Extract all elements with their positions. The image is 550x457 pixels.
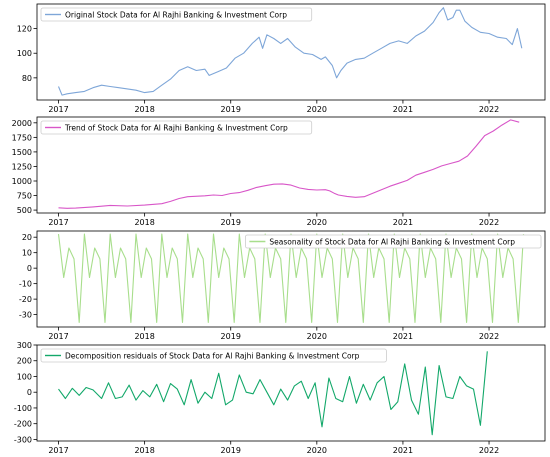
y-tick-label: 300 bbox=[17, 341, 32, 350]
x-tick-label: 2019 bbox=[221, 332, 241, 341]
y-tick-label: 10 bbox=[22, 249, 32, 258]
y-tick-label: -30 bbox=[19, 311, 32, 320]
legend-box bbox=[40, 7, 313, 22]
x-tick-label: 2019 bbox=[221, 218, 241, 227]
legend-box bbox=[244, 234, 542, 249]
y-tick-label: 750 bbox=[17, 192, 32, 201]
y-tick-label: 120 bbox=[17, 25, 32, 34]
x-tick-label: 2017 bbox=[48, 332, 68, 341]
y-tick-label: 100 bbox=[17, 49, 32, 58]
y-tick-label: -20 bbox=[19, 295, 32, 304]
axes-frame bbox=[36, 116, 546, 214]
x-tick-label: 2021 bbox=[393, 218, 413, 227]
legend-label: Trend of Stock Data for Al Rajhi Banking… bbox=[64, 123, 288, 132]
y-tick-label: 200 bbox=[17, 357, 32, 366]
x-tick-label: 2020 bbox=[307, 105, 327, 114]
y-tick-label: 1500 bbox=[12, 148, 32, 157]
x-tick-label: 2017 bbox=[48, 105, 68, 114]
y-tick-label: -100 bbox=[14, 404, 32, 413]
x-tick-label: 2021 bbox=[393, 105, 413, 114]
y-tick-label: 2000 bbox=[12, 119, 32, 128]
series-line-4 bbox=[58, 351, 488, 436]
subplot-1: 2017 2018 2019 2020 2021 2022 80 100 120 Original… bbox=[17, 3, 546, 114]
x-tick-label: 2019 bbox=[221, 105, 241, 114]
x-tick-label: 2020 bbox=[307, 332, 327, 341]
y-tick-label: -300 bbox=[14, 435, 32, 444]
legend-box bbox=[40, 120, 313, 135]
x-tick-label: 2020 bbox=[307, 218, 327, 227]
x-tick-label: 2021 bbox=[393, 446, 413, 455]
axes-frame bbox=[36, 344, 546, 442]
series-line-2 bbox=[58, 119, 520, 209]
x-tick-label: 2022 bbox=[479, 218, 499, 227]
x-tick-label: 2017 bbox=[48, 218, 68, 227]
x-tick-label: 2020 bbox=[307, 446, 327, 455]
x-tick-label: 2018 bbox=[134, 446, 154, 455]
x-tick-label: 2017 bbox=[48, 446, 68, 455]
y-tick-label: -10 bbox=[19, 280, 32, 289]
x-tick-label: 2018 bbox=[134, 105, 154, 114]
series-line-3 bbox=[57, 233, 525, 323]
legend-label: Seasonality of Stock Data for Al Rajhi B… bbox=[269, 237, 515, 246]
x-tick-label: 2018 bbox=[134, 218, 154, 227]
subplot-3: 2017 2018 2019 2020 2021 2022 20 10 0 -10 -20 -30 Se… bbox=[19, 230, 546, 341]
subplot-4: 2017 2018 2019 2020 2021 2022 300 200 100 0 -100 -2… bbox=[14, 341, 546, 455]
legend-label: Original Stock Data for Al Rajhi Banking… bbox=[65, 10, 287, 19]
subplot-2: 2017 2018 2019 2020 2021 2022 500 750 1000 1250 15… bbox=[12, 116, 546, 227]
x-tick-label: 2019 bbox=[221, 446, 241, 455]
y-tick-label: 1750 bbox=[12, 133, 32, 142]
y-tick-label: 20 bbox=[22, 233, 32, 242]
x-tick-label: 2018 bbox=[134, 332, 154, 341]
series-line-1 bbox=[57, 7, 523, 96]
y-tick-label: 0 bbox=[27, 388, 32, 397]
x-tick-label: 2021 bbox=[393, 332, 413, 341]
y-tick-label: 1000 bbox=[12, 177, 32, 186]
y-tick-label: 0 bbox=[27, 264, 32, 273]
x-tick-label: 2022 bbox=[479, 446, 499, 455]
y-tick-label: 80 bbox=[22, 74, 32, 83]
x-tick-label: 2022 bbox=[479, 332, 499, 341]
y-tick-label: 100 bbox=[17, 372, 32, 381]
x-tick-label: 2022 bbox=[479, 105, 499, 114]
legend-box bbox=[40, 348, 387, 363]
legend-label: Decomposition residuals of Stock Data fo… bbox=[65, 351, 360, 360]
y-tick-label: 1250 bbox=[12, 162, 32, 171]
y-tick-label: -200 bbox=[14, 420, 32, 429]
axes-frame bbox=[36, 3, 546, 101]
y-tick-label: 500 bbox=[17, 206, 32, 215]
axes-frame bbox=[36, 230, 546, 328]
